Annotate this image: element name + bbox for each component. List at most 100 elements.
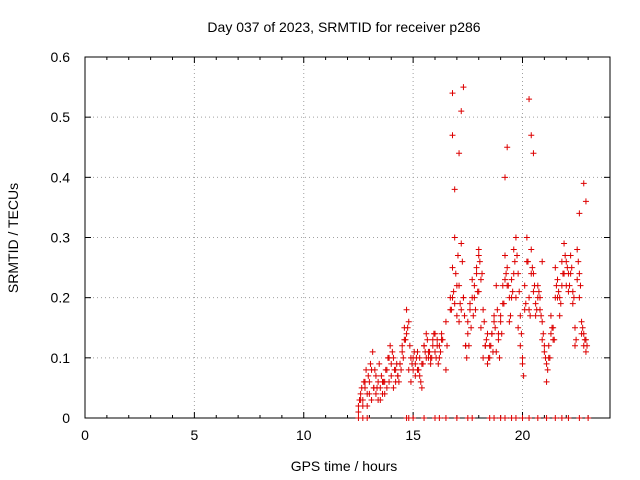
data-point (371, 366, 378, 373)
data-point (577, 282, 584, 289)
data-point (515, 324, 522, 331)
data-point (512, 415, 519, 421)
grid (85, 57, 610, 418)
data-point (528, 246, 535, 253)
data-point (508, 276, 515, 283)
data-point (463, 354, 470, 361)
data-point (547, 330, 554, 337)
data-point (458, 240, 465, 247)
data-point (554, 276, 561, 283)
data-point (502, 174, 508, 181)
data-point (492, 324, 499, 331)
data-point (526, 306, 533, 313)
data-point (553, 282, 560, 289)
data-point (538, 312, 545, 319)
data-point (557, 300, 564, 307)
data-point (534, 415, 541, 421)
data-point (528, 270, 535, 277)
data-point (526, 294, 533, 301)
data-point (533, 306, 540, 313)
data-point (388, 360, 395, 367)
data-point (581, 336, 588, 343)
data-point (442, 415, 449, 421)
data-point (368, 396, 375, 403)
data-point (430, 330, 437, 337)
data-point (543, 360, 550, 367)
data-point (510, 246, 517, 253)
data-point (449, 294, 456, 301)
data-point (494, 306, 501, 313)
data-point (452, 270, 459, 277)
data-point (491, 318, 498, 325)
data-point (532, 312, 539, 319)
y-tick-label: 0.5 (51, 109, 71, 125)
data-point (530, 150, 537, 157)
data-point (412, 372, 419, 379)
data-point (458, 306, 465, 313)
data-point (357, 390, 364, 397)
data-point (561, 240, 568, 247)
data-point (403, 306, 410, 313)
y-tick-label: 0.6 (51, 49, 71, 65)
data-point (539, 318, 546, 325)
data-point (382, 366, 389, 373)
data-point (518, 330, 525, 337)
data-point (547, 312, 554, 319)
data-point (519, 415, 526, 421)
data-point (578, 318, 585, 325)
data-point (456, 282, 463, 289)
data-point (541, 348, 548, 355)
data-point (468, 324, 475, 331)
data-point (402, 336, 409, 343)
data-point (388, 372, 395, 379)
data-point (529, 264, 536, 271)
data-point (558, 415, 565, 421)
x-tick-label: 20 (515, 427, 531, 443)
data-point (464, 330, 471, 337)
data-point (505, 282, 512, 289)
data-point (465, 342, 472, 349)
data-point (576, 415, 583, 421)
data-point (523, 234, 530, 241)
y-tick-label: 0.3 (51, 230, 71, 246)
x-tick-label: 0 (81, 427, 89, 443)
data-point (578, 330, 585, 337)
data-point (568, 264, 575, 271)
data-point (460, 294, 467, 301)
data-point (520, 372, 527, 379)
data-point (449, 90, 456, 97)
data-point (502, 415, 508, 421)
data-point (421, 342, 428, 349)
data-point (459, 258, 466, 265)
data-point (480, 354, 487, 361)
data-point (580, 180, 587, 187)
chart-title: Day 037 of 2023, SRMTID for receiver p28… (207, 19, 480, 35)
data-point (391, 366, 398, 373)
x-tick-label: 5 (190, 427, 198, 443)
data-point (398, 366, 405, 373)
data-point (383, 384, 390, 391)
data-point (510, 270, 517, 277)
data-point (524, 258, 531, 265)
data-point (526, 415, 533, 421)
data-point (540, 330, 547, 337)
data-point (546, 354, 553, 361)
data-point (451, 186, 458, 193)
data-point (394, 372, 401, 379)
data-point (549, 324, 556, 331)
data-point (489, 348, 496, 355)
data-point (483, 336, 490, 343)
data-point (555, 288, 562, 295)
data-point (369, 348, 376, 355)
axis-ticks: 0 5 10 15 20 0 0.1 0.2 0.3 0.4 0.5 0.6 (51, 49, 610, 443)
data-points (355, 84, 592, 421)
data-point (512, 234, 519, 241)
x-axis-label: GPS time / hours (291, 458, 398, 474)
data-point (390, 354, 397, 361)
data-point (534, 294, 541, 301)
data-point (517, 342, 524, 349)
data-point (395, 378, 402, 385)
data-point (512, 294, 519, 301)
data-point (439, 336, 446, 343)
data-point (363, 366, 370, 373)
